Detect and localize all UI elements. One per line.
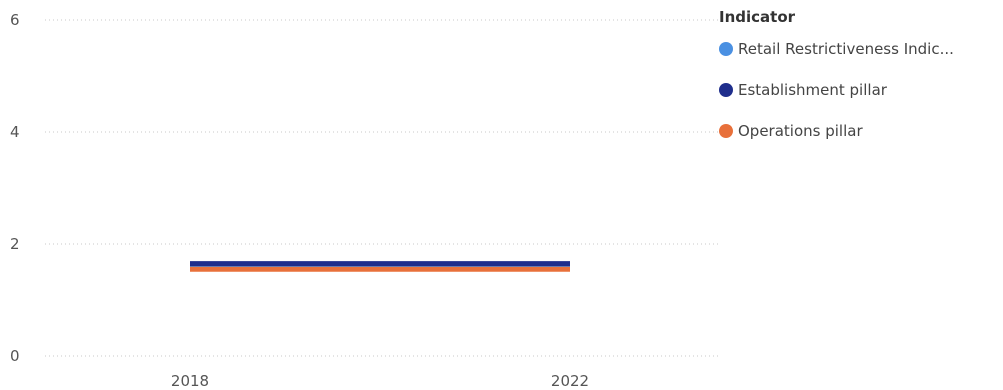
legend: Indicator Retail Restrictiveness Indic..… — [719, 8, 954, 162]
x-tick-label: 2022 — [551, 372, 589, 390]
legend-label-establishment: Establishment pillar — [738, 81, 887, 99]
legend-item-retail-restrictiveness[interactable]: Retail Restrictiveness Indic... — [719, 39, 954, 59]
legend-label-retail: Retail Restrictiveness Indic... — [738, 40, 954, 58]
y-axis-tick-labels: 0 2 4 6 — [10, 11, 20, 365]
legend-marker-establishment-icon — [719, 83, 733, 97]
y-tick-label: 2 — [10, 235, 20, 253]
legend-title: Indicator — [719, 8, 796, 26]
legend-label-operations: Operations pillar — [738, 122, 863, 140]
legend-marker-retail-icon — [719, 42, 733, 56]
x-tick-label: 2018 — [171, 372, 209, 390]
y-tick-label: 6 — [10, 11, 20, 29]
y-tick-label: 4 — [10, 123, 20, 141]
series-lines — [190, 261, 570, 272]
legend-marker-operations-icon — [719, 124, 733, 138]
legend-item-establishment-pillar[interactable]: Establishment pillar — [719, 80, 954, 100]
y-tick-label: 0 — [10, 347, 20, 365]
line-chart: 0 2 4 6 2018 2022 — [10, 11, 719, 390]
x-axis-tick-labels: 2018 2022 — [171, 372, 589, 390]
legend-item-operations-pillar[interactable]: Operations pillar — [719, 121, 954, 141]
gridlines — [45, 19, 719, 357]
